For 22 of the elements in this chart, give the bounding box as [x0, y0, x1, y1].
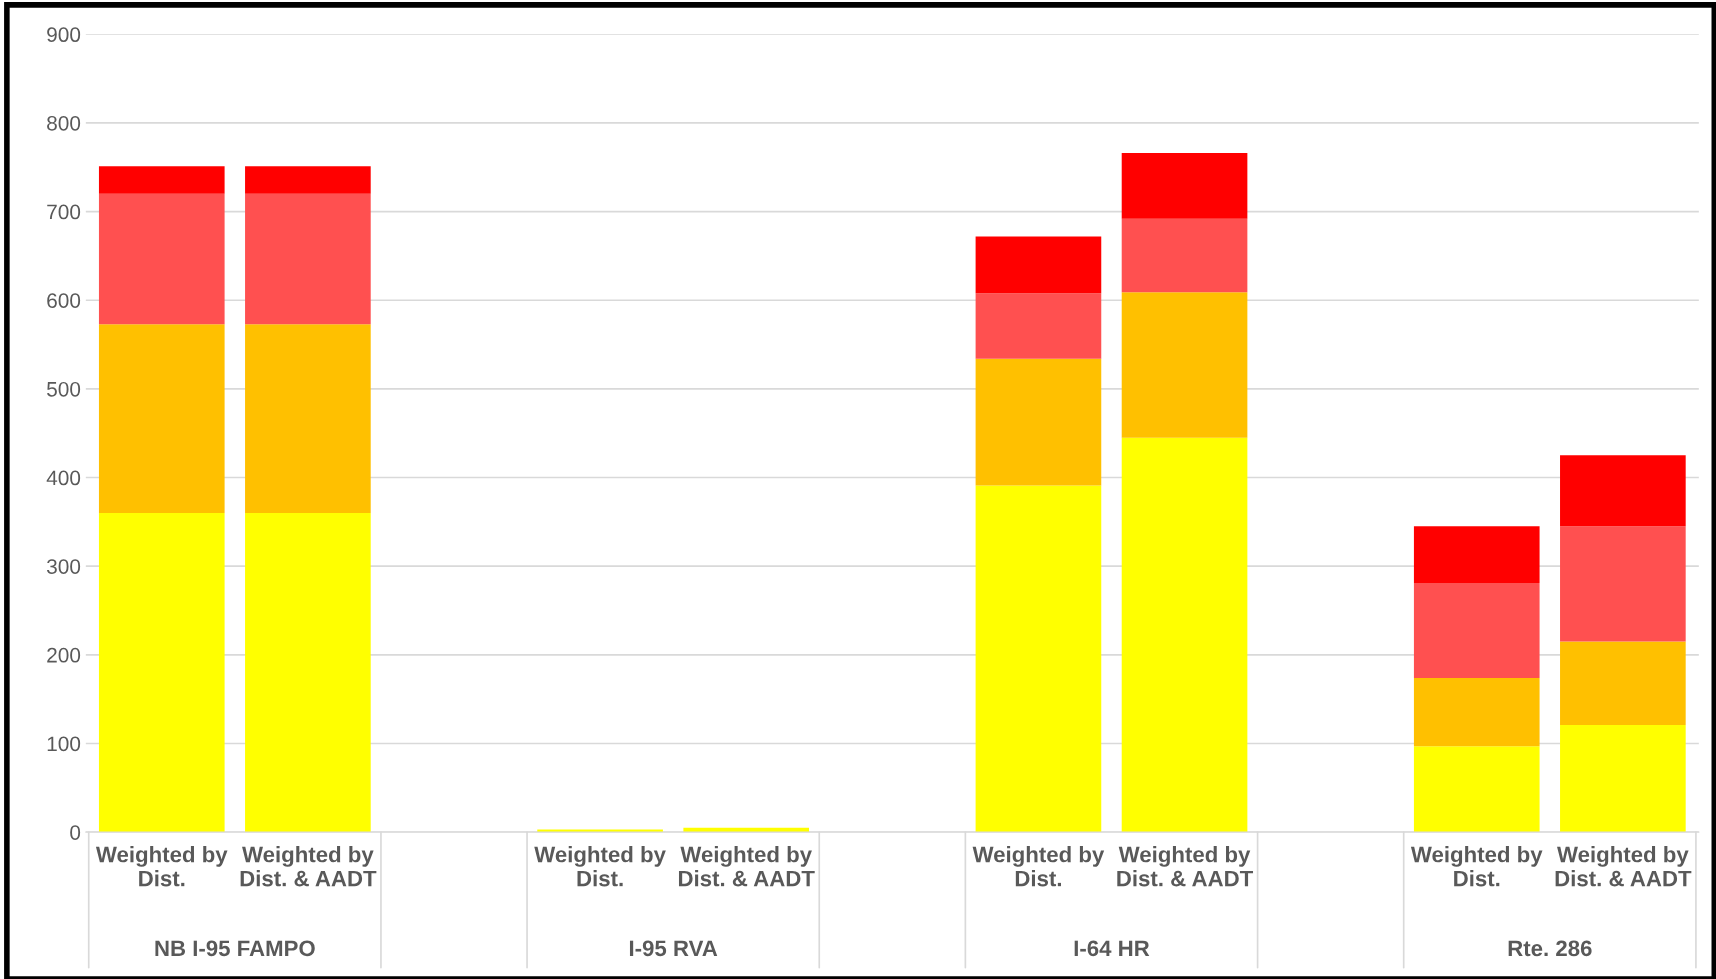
y-tick-label: 800: [47, 115, 81, 131]
y-tick-label: 600: [47, 293, 81, 308]
y-tick-label: 500: [47, 381, 81, 397]
y-tick-label: 700: [47, 204, 81, 220]
text: I-64 HR: [1074, 940, 1150, 957]
y-tick-label: 300: [46, 559, 81, 574]
y-tick-label: 900: [47, 27, 81, 43]
text: NB I-95 FAMPO: [155, 940, 315, 957]
x-tick-label: Weighted by Dist. & AADT: [678, 846, 815, 887]
y-tick-label: 0: [70, 825, 81, 840]
x-tick-label: Weighted by Dist. & AADT: [1117, 846, 1254, 887]
x-tick-label: Weighted by Dist. & AADT: [240, 846, 377, 887]
y-tick-label: 400: [46, 470, 81, 486]
x-tick-label: Weighted by Dist.: [95, 846, 228, 887]
x-tick-label: Weighted by Dist. & AADT: [1555, 846, 1692, 887]
x-tick-label: Weighted by Dist.: [534, 846, 666, 887]
x-tick-label: Weighted by Dist.: [1410, 846, 1543, 887]
x-tick-label: Weighted by Dist.: [972, 846, 1105, 887]
y-tick-label: 200: [47, 647, 81, 663]
text: Rte. 286: [1508, 940, 1592, 957]
y-tick-label: 100: [47, 736, 81, 752]
text: I-95 RVA: [629, 940, 718, 957]
